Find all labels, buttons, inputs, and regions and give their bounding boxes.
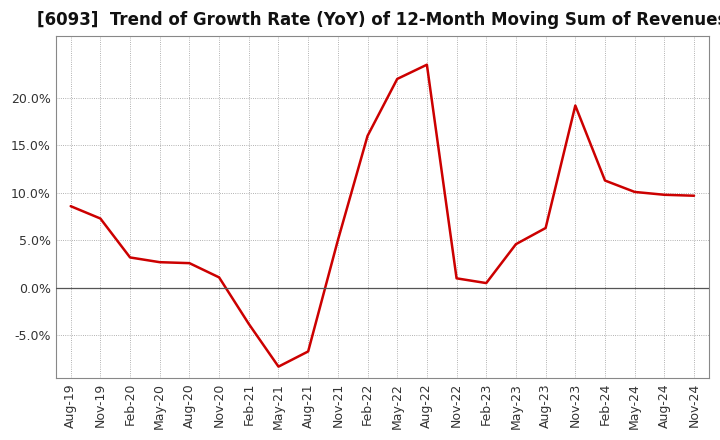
Title: [6093]  Trend of Growth Rate (YoY) of 12-Month Moving Sum of Revenues: [6093] Trend of Growth Rate (YoY) of 12-… — [37, 11, 720, 29]
